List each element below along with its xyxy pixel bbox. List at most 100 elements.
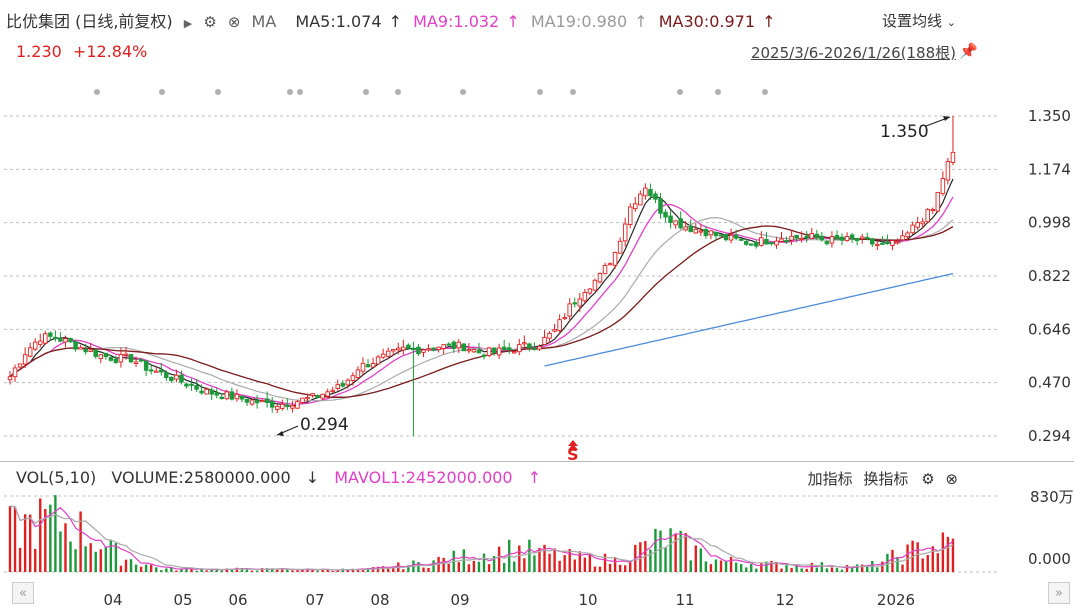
date-range[interactable]: 2025/3/6-2026/1/26(188根) [750, 44, 956, 62]
candle-up [597, 273, 603, 283]
volume-bar [593, 566, 597, 572]
candle-down [880, 242, 885, 245]
candle-up [330, 389, 335, 392]
volume-bar [296, 570, 299, 572]
volume-bar [462, 549, 466, 572]
candle-up [698, 230, 704, 233]
candle-up [582, 292, 588, 302]
volume-bar [906, 544, 909, 572]
play-icon[interactable]: ▶ [183, 17, 193, 30]
volume-bar [578, 551, 582, 572]
volume-bar [820, 562, 824, 572]
high-annotation: 1.350 [880, 116, 951, 142]
volume-bar [805, 568, 808, 572]
switch-indicator-button[interactable]: 换指标 [863, 470, 909, 488]
candle-down [48, 332, 53, 337]
sell-marker[interactable]: S [567, 440, 579, 460]
volume-bar [301, 569, 304, 572]
candle-up [562, 316, 567, 320]
candle-up [153, 370, 159, 373]
volume-bar [860, 564, 864, 572]
volume-bar [250, 570, 254, 572]
candle-down [93, 349, 98, 357]
candle-up [43, 333, 48, 344]
candle-up [799, 237, 804, 240]
candle-down [870, 238, 875, 245]
event-marker-icon [363, 89, 369, 95]
volume-bar [623, 565, 627, 572]
volume-chart[interactable]: 830万 0.000 04 05 06 07 08 09 10 11 12 2026 [0, 462, 1074, 612]
candlestick-chart[interactable]: 1.350 1.174 0.998 0.822 0.646 0.470 0.294 1.35… [0, 0, 1074, 460]
volume-bar [104, 546, 108, 572]
candle-up [370, 363, 376, 368]
candle-up [305, 397, 310, 400]
gear-icon[interactable]: ⚙ [921, 470, 935, 488]
candle-up [517, 344, 522, 353]
volume-bar [881, 561, 884, 572]
event-marker-icon [762, 89, 768, 95]
candle-up [32, 341, 38, 350]
volume-bar [780, 568, 783, 572]
scroll-right-button[interactable]: » [1048, 582, 1070, 604]
ma5-value: MA5:1.074 [295, 12, 382, 31]
scroll-left-button[interactable]: « [12, 582, 34, 604]
candle-up [683, 226, 688, 231]
volume-bar [442, 557, 445, 572]
volume-bar [39, 498, 42, 572]
indicator-controls: 加指标 换指标 ⚙ ⊗ [808, 468, 958, 489]
candle-up [224, 391, 230, 400]
candle-up [633, 203, 638, 210]
candle-up [396, 347, 401, 351]
volume-bar [316, 570, 319, 572]
candle-down [446, 343, 451, 346]
volume-bar [543, 544, 546, 572]
candle-down [285, 404, 290, 408]
candle-up [78, 346, 83, 350]
volume-bar [719, 560, 723, 572]
low-annotation: 0.294 [276, 415, 349, 436]
candle-up [592, 279, 598, 291]
candle-up [643, 187, 648, 197]
volume-bar [810, 562, 813, 572]
candle-down [214, 392, 219, 396]
volume-bar [951, 538, 955, 572]
ma19-arrow: ↑ [634, 12, 648, 31]
candle-up [950, 151, 956, 163]
volume-bar [916, 542, 919, 572]
candle-down [648, 189, 653, 197]
candle-down [743, 240, 749, 245]
volume-bar [165, 568, 168, 572]
volume-bar [724, 560, 728, 572]
candle-up [708, 230, 714, 236]
volume-bar [573, 559, 576, 572]
volume-bar [694, 545, 697, 572]
header-row: 比优集团 (日线,前复权) ▶ ⚙ ⊗ MA MA5:1.074 ↑ MA9:1… [6, 8, 782, 32]
volume-bar [639, 542, 642, 572]
volume-bar [386, 568, 390, 572]
close-icon[interactable]: ⊗ [945, 470, 958, 488]
candle-down [254, 399, 260, 404]
candle-up [466, 349, 472, 352]
volume-bar [528, 539, 531, 572]
pin-icon[interactable]: 📌 [959, 42, 978, 60]
volume-bar [523, 558, 526, 572]
candle-down [506, 347, 512, 351]
date-axis-label: 2026 [877, 591, 915, 609]
candle-down [819, 235, 825, 241]
change-percent: +12.84% [72, 42, 148, 61]
volume-bar [356, 569, 360, 572]
candle-down [527, 343, 532, 348]
gear-icon[interactable]: ⚙ [203, 13, 217, 31]
add-indicator-button[interactable]: 加指标 [807, 470, 853, 488]
volume-bar [79, 511, 82, 572]
volume-bar [427, 567, 430, 572]
volume-bar [220, 570, 223, 572]
settings-ma-button[interactable]: 设置均线 ⌄ [882, 10, 956, 31]
volume-bar [654, 528, 657, 572]
close-icon[interactable]: ⊗ [227, 13, 241, 31]
stock-name[interactable]: 比优集团 (日线,前复权) [6, 12, 173, 31]
settings-ma-label: 设置均线 [881, 12, 942, 30]
volume-bar [901, 564, 904, 572]
candle-down [688, 225, 693, 233]
volume-bar [679, 530, 682, 572]
